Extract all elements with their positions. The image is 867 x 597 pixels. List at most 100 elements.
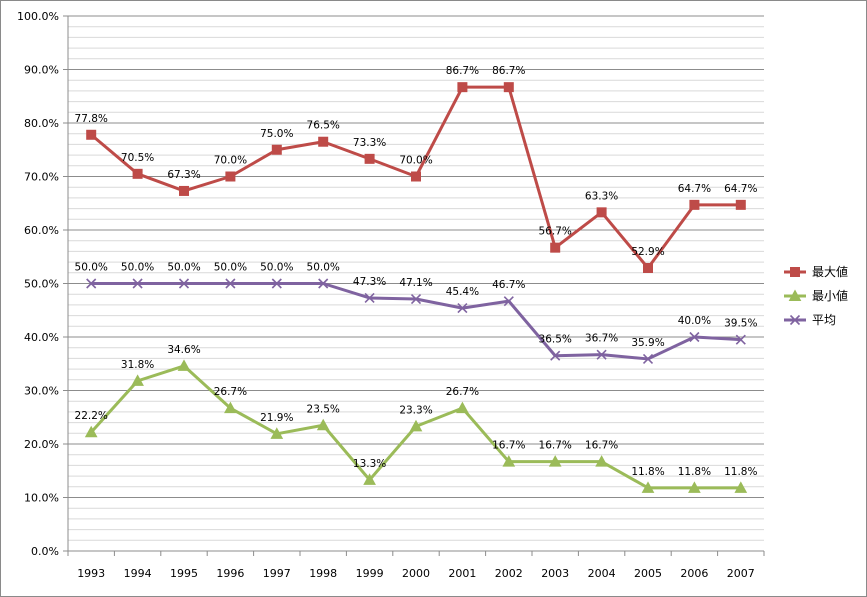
- x-tick-label: 2001: [448, 567, 476, 580]
- data-label: 50.0%: [121, 262, 154, 274]
- legend-label: 平均: [812, 313, 836, 327]
- data-point: [270, 427, 284, 439]
- x-tick-label: 2005: [634, 567, 662, 580]
- data-point: [271, 278, 282, 289]
- data-label: 52.9%: [631, 246, 664, 258]
- marker-stroke: [789, 314, 801, 326]
- marker-stroke: [271, 278, 282, 289]
- data-label: 50.0%: [214, 262, 247, 274]
- y-tick-label: 0.0%: [31, 545, 59, 558]
- marker-stroke: [86, 278, 97, 289]
- legend-item: 最大値: [784, 264, 848, 279]
- data-label: 50.0%: [260, 262, 293, 274]
- x-tick-label: 1994: [124, 567, 152, 580]
- data-label: 50.0%: [307, 262, 340, 274]
- data-point: [596, 207, 607, 218]
- marker-stroke: [410, 293, 422, 305]
- data-label: 11.8%: [631, 466, 664, 478]
- data-point: [132, 168, 143, 179]
- x-tick-label: 1996: [216, 567, 244, 580]
- data-labels: 77.8% 70.5% 67.3% 70.0% 75.0% 76.5% 73.3% 70.0%…: [75, 65, 758, 478]
- y-tick-label: 70.0%: [24, 171, 59, 184]
- data-point: [734, 481, 748, 493]
- data-label: 75.0%: [260, 128, 293, 140]
- data-label: 11.8%: [724, 466, 757, 478]
- data-label: 26.7%: [214, 386, 247, 398]
- legend-item: 平均: [784, 313, 836, 327]
- data-label: 21.9%: [260, 412, 293, 424]
- data-point: [86, 129, 97, 140]
- y-tick-label: 80.0%: [24, 117, 59, 130]
- x-tick-label: 2007: [727, 567, 755, 580]
- x-tick-label: 1997: [263, 567, 291, 580]
- marker-stroke: [689, 331, 700, 343]
- data-point: [177, 359, 191, 371]
- data-point: [595, 455, 608, 467]
- data-label: 64.7%: [678, 183, 711, 195]
- data-label: 36.5%: [539, 334, 572, 346]
- data-label: 67.3%: [167, 169, 200, 181]
- data-label: 45.4%: [446, 286, 479, 298]
- data-label: 50.0%: [167, 262, 200, 274]
- data-point: [457, 82, 468, 93]
- data-label: 70.5%: [121, 152, 154, 164]
- x-tick-label: 2006: [680, 567, 708, 580]
- data-point: [224, 401, 237, 414]
- marker-stroke: [642, 353, 654, 365]
- legend-label: 最大値: [812, 264, 848, 279]
- x-tick-label: 1999: [356, 567, 384, 580]
- data-label: 73.3%: [353, 137, 386, 149]
- data-point: [409, 419, 423, 432]
- series-2: [84, 359, 748, 493]
- data-label: 46.7%: [492, 279, 525, 291]
- data-point: [271, 144, 282, 155]
- data-label: 16.7%: [585, 440, 618, 452]
- data-label: 23.5%: [307, 403, 340, 415]
- data-point: [502, 455, 516, 467]
- marker-stroke: [178, 278, 190, 289]
- data-point: [411, 171, 421, 182]
- data-point: [503, 296, 514, 307]
- data-point: [643, 262, 653, 273]
- data-point: [316, 418, 330, 431]
- data-label: 40.0%: [678, 315, 711, 327]
- data-point: [457, 303, 468, 314]
- data-point: [548, 455, 562, 467]
- marker-stroke: [550, 350, 561, 361]
- x-tick-label: 1995: [170, 567, 198, 580]
- data-label: 13.3%: [353, 458, 386, 470]
- data-label: 31.8%: [121, 359, 154, 371]
- marker-stroke: [596, 349, 607, 360]
- data-label: 47.1%: [399, 277, 432, 289]
- data-point: [318, 136, 329, 147]
- data-point: [364, 153, 375, 164]
- marker-stroke: [457, 303, 468, 314]
- data-label: 86.7%: [492, 65, 525, 77]
- data-label: 56.7%: [539, 226, 572, 238]
- data-label: 34.6%: [167, 344, 200, 356]
- data-point: [84, 425, 98, 438]
- legend-label: 最小値: [812, 288, 848, 303]
- data-point: [318, 278, 329, 289]
- data-label: 70.0%: [214, 155, 247, 167]
- data-point: [688, 481, 701, 493]
- series-1: [86, 82, 746, 273]
- marker-stroke: [503, 296, 514, 307]
- data-point: [364, 292, 375, 304]
- legend-item: 最小値: [784, 288, 848, 303]
- data-point: [178, 278, 190, 289]
- data-point: [363, 473, 376, 485]
- marker-stroke: [318, 278, 329, 289]
- x-tick-label: 2003: [541, 567, 569, 580]
- data-label: 63.3%: [585, 190, 618, 202]
- data-point: [642, 353, 654, 365]
- x-axis-tick-labels: 1993 1994 1995 1996 1997 1998 1999 2000 2001 2002…: [77, 567, 755, 580]
- data-label: 70.0%: [399, 155, 432, 167]
- data-label: 22.2%: [75, 410, 108, 422]
- data-label: 76.5%: [307, 120, 340, 132]
- data-point: [86, 278, 97, 289]
- legend-marker: [788, 289, 802, 301]
- x-tick-label: 2002: [495, 567, 523, 580]
- y-tick-label: 40.0%: [24, 331, 59, 344]
- y-tick-label: 100.0%: [17, 10, 59, 23]
